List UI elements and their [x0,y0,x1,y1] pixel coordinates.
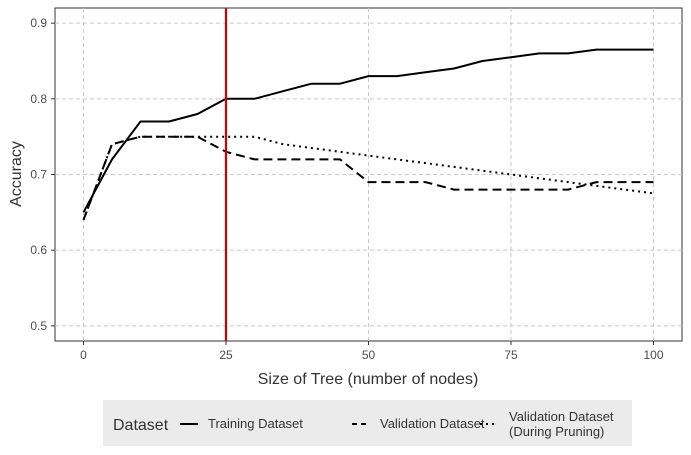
series-lines [82,48,654,221]
x-tick-label-100: 100 [643,348,663,362]
legend-label-1: Training Dataset [208,416,303,431]
series-line-2 [82,135,654,221]
x-axis-title: Size of Tree (number of nodes) [258,371,479,388]
series-line-1 [82,48,654,213]
legend-label-2: Validation Dataset [380,416,485,431]
y-tick-label-0.5: 0.5 [30,319,47,333]
y-tick-label-0.9: 0.9 [30,16,47,30]
y-tick-label-0.8: 0.8 [30,92,47,106]
legend-label-3: Validation Dataset (During Pruning) [509,409,614,439]
tick-labels: 0 25 50 75 100 0.5 0.6 0.7 0.8 0.9 [30,16,664,362]
legend-title: Dataset [113,417,169,434]
x-tick-label-75: 75 [504,348,518,362]
x-tick-label-50: 50 [362,348,376,362]
x-tick-label-25: 25 [219,348,233,362]
x-tick-label-0: 0 [80,348,87,362]
y-tick-label-0.6: 0.6 [30,243,47,257]
y-axis-title: Accuracy [8,141,25,207]
y-tick-label-0.7: 0.7 [30,168,47,182]
legend: Dataset Training Dataset Validation Datas… [103,400,632,446]
